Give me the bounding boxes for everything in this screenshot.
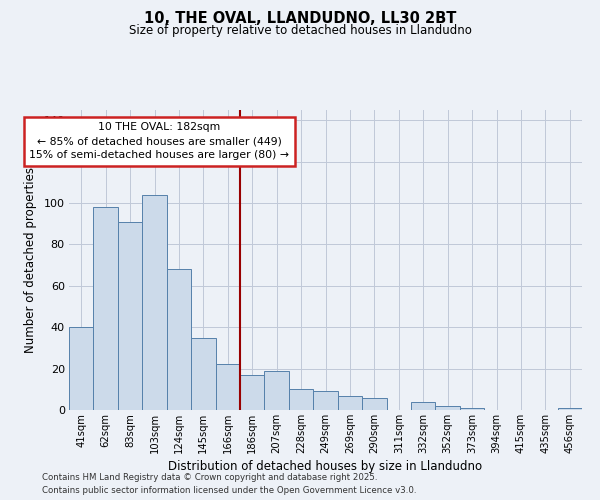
Bar: [94, 207, 118, 410]
Bar: [362, 398, 386, 410]
Text: Contains HM Land Registry data © Crown copyright and database right 2025.: Contains HM Land Registry data © Crown c…: [42, 474, 377, 482]
Bar: [436, 406, 460, 410]
Bar: [191, 338, 215, 410]
Bar: [142, 195, 167, 410]
Bar: [167, 270, 191, 410]
Bar: [411, 402, 436, 410]
Bar: [557, 408, 582, 410]
Bar: [240, 375, 265, 410]
Y-axis label: Number of detached properties: Number of detached properties: [24, 167, 37, 353]
Bar: [338, 396, 362, 410]
Bar: [460, 408, 484, 410]
Bar: [215, 364, 240, 410]
Bar: [265, 370, 289, 410]
Bar: [313, 392, 338, 410]
Text: Contains public sector information licensed under the Open Government Licence v3: Contains public sector information licen…: [42, 486, 416, 495]
Bar: [69, 327, 94, 410]
Text: 10 THE OVAL: 182sqm
← 85% of detached houses are smaller (449)
15% of semi-detac: 10 THE OVAL: 182sqm ← 85% of detached ho…: [29, 122, 289, 160]
Bar: [289, 390, 313, 410]
X-axis label: Distribution of detached houses by size in Llandudno: Distribution of detached houses by size …: [169, 460, 482, 473]
Bar: [118, 222, 142, 410]
Text: Size of property relative to detached houses in Llandudno: Size of property relative to detached ho…: [128, 24, 472, 37]
Text: 10, THE OVAL, LLANDUDNO, LL30 2BT: 10, THE OVAL, LLANDUDNO, LL30 2BT: [144, 11, 456, 26]
